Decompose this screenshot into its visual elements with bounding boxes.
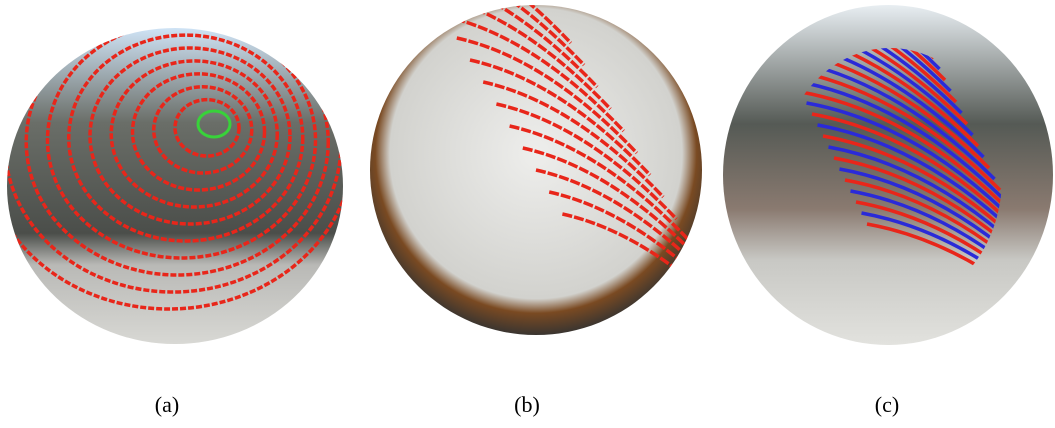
caption: (c) (875, 392, 899, 417)
page: (a) (b) (c) (() => { const data = JSON.p… (0, 0, 1055, 423)
caption: (a) (155, 392, 179, 417)
caption: (b) (514, 392, 540, 417)
fisheye-image-c (723, 5, 1053, 345)
figure: (a) (b) (c) (0, 0, 1055, 423)
